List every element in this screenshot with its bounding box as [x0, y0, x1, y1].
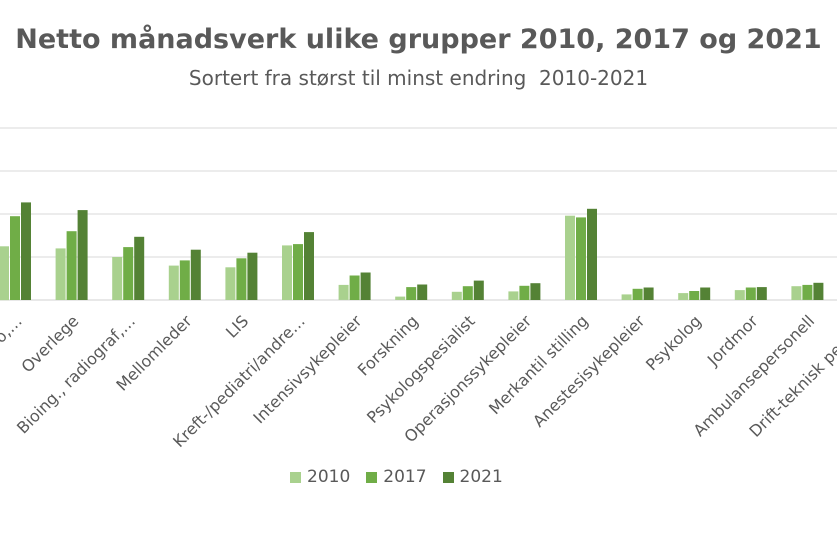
category-label: Psykologspesialist: [363, 311, 479, 427]
bar-2021-10: [587, 208, 597, 300]
bar-2010-8: [451, 291, 462, 300]
bar-2021-6: [360, 272, 371, 300]
legend-label-2021: 2021: [459, 467, 503, 487]
legend-label-2017: 2017: [383, 467, 427, 487]
legend-label-2010: 2010: [307, 467, 351, 487]
bar-2021-14: [813, 282, 824, 300]
bar-2021-0: [21, 202, 31, 300]
bar-2017-11: [632, 288, 643, 300]
bar-2021-11: [643, 287, 654, 300]
category-label: Intensivsykepleier: [249, 311, 365, 427]
bars: [0, 202, 824, 301]
bar-2010-3: [168, 265, 179, 300]
bar-2017-10: [576, 217, 586, 300]
legend-item-2017: 2017: [366, 467, 427, 487]
category-label: Anestesisykepleier: [529, 311, 649, 431]
bar-2017-0: [10, 216, 20, 300]
bar-2010-4: [225, 267, 236, 300]
bar-2017-6: [349, 275, 360, 300]
bar-2010-10: [565, 215, 575, 300]
bar-2017-12: [689, 291, 700, 300]
bar-2021-9: [530, 283, 541, 300]
bar-2010-1: [55, 248, 66, 300]
bar-2021-3: [190, 249, 201, 300]
chart-title: Netto månadsverk ulike grupper 2010, 201…: [15, 24, 822, 55]
bar-2017-2: [123, 247, 134, 300]
bar-2010-14: [791, 286, 802, 300]
bar-2017-5: [293, 244, 303, 300]
bar-2010-0: [0, 246, 9, 301]
bar-2010-7: [395, 296, 406, 300]
bar-2010-13: [734, 290, 745, 300]
bar-2010-9: [508, 291, 519, 300]
bar-2021-5: [304, 232, 314, 300]
bar-2010-5: [282, 245, 292, 300]
category-label: Psykolog: [642, 311, 705, 374]
bar-2021-12: [700, 287, 711, 300]
legend-item-2010: 2010: [290, 467, 350, 487]
category-label: LIS: [222, 311, 252, 341]
bar-2010-6: [338, 284, 349, 300]
bar-2010-12: [678, 293, 689, 300]
bar-2010-11: [621, 294, 632, 300]
bar-2017-13: [745, 287, 756, 300]
bar-2017-4: [236, 258, 247, 300]
bar-2021-7: [417, 284, 428, 300]
category-label: Jordmor: [703, 311, 762, 370]
bar-2017-7: [406, 287, 417, 300]
legend-swatch-2021: [442, 471, 454, 483]
bar-2010-2: [112, 257, 123, 300]
bar-2017-9: [519, 285, 530, 300]
bar-2021-1: [77, 210, 88, 300]
category-label: Merkantil stilling: [485, 311, 592, 418]
bar-2021-8: [473, 280, 484, 300]
bar-2021-4: [247, 252, 258, 300]
bar-2017-14: [802, 284, 813, 300]
bar-2021-13: [756, 287, 767, 300]
legend-swatch-2017: [366, 471, 378, 483]
chart-subtitle: Sortert fra størst til minst endring 201…: [188, 66, 649, 90]
bar-2017-3: [179, 260, 190, 300]
legend: 2010 2017 2021: [290, 467, 503, 487]
legend-swatch-2010: [290, 471, 301, 483]
legend-item-2021: 2021: [442, 467, 503, 487]
bar-2021-2: [134, 236, 145, 300]
bar-2017-8: [462, 286, 473, 300]
bar-2017-1: [66, 231, 77, 300]
